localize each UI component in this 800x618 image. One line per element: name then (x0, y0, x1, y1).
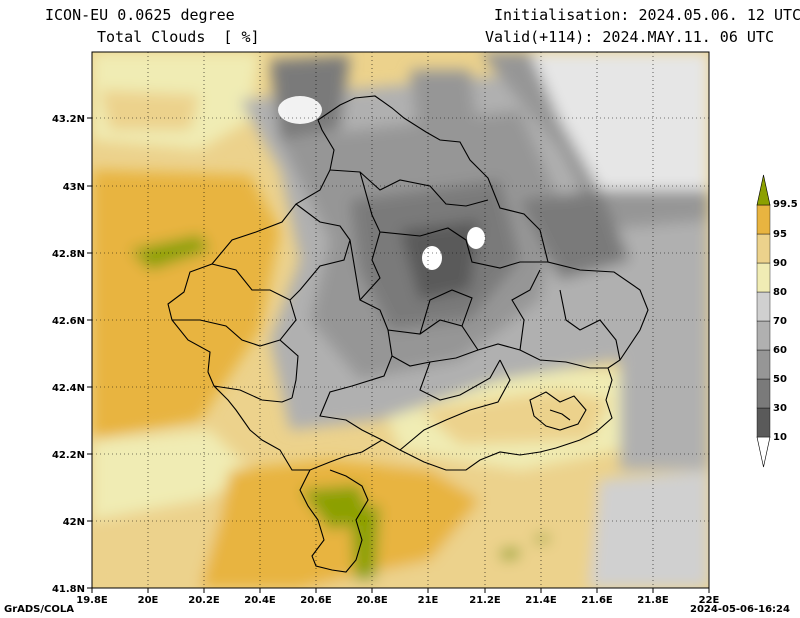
cloud-field (92, 52, 709, 588)
colorbar-label: 50 (773, 374, 787, 385)
x-tick-label: 22E (699, 595, 720, 606)
colorbar-segment (756, 349, 771, 380)
colorbar-label: 95 (773, 229, 787, 240)
border-lines (167, 95, 649, 573)
y-tick-label: 41.8N (52, 584, 85, 595)
colorbar-segment (756, 262, 771, 293)
colorbar-label: 10 (773, 432, 787, 443)
colorbar-segment (756, 407, 771, 438)
y-tick-label: 42.6N (52, 316, 85, 327)
colorbar-labels: 10 30 50 60 70 80 90 95 99.5 (773, 199, 798, 443)
x-tick-label: 20.6E (300, 595, 332, 606)
footer-right: 2024-05-06-16:24 (690, 604, 790, 615)
y-tick-label: 43N (63, 182, 85, 193)
x-tick-label: 20.4E (244, 595, 276, 606)
x-tick-label: 19.8E (76, 595, 108, 606)
colorbar-segment (756, 233, 771, 264)
x-tick-label: 21E (418, 595, 439, 606)
model-title: ICON-EU 0.0625 degree (45, 6, 235, 24)
colorbar-high-arrow (756, 174, 771, 206)
x-tick-label: 21.6E (581, 595, 613, 606)
colorbar-label: 30 (773, 403, 787, 414)
init-time: Initialisation: 2024.05.06. 12 UTC (494, 6, 800, 24)
colorbar-label: 80 (773, 287, 787, 298)
footer-left: GrADS/COLA (4, 604, 74, 615)
y-tick-label: 42.8N (52, 249, 85, 260)
colorbar-segment (756, 204, 771, 235)
y-tick-label: 43.2N (52, 114, 85, 125)
y-tick-label: 42.4N (52, 383, 85, 394)
x-tick-label: 21.4E (525, 595, 557, 606)
colorbar-label: 60 (773, 345, 787, 356)
valid-time: Valid(+114): 2024.MAY.11. 06 UTC (485, 28, 774, 46)
colorbar-label: 90 (773, 258, 787, 269)
x-tick-label: 21.8E (637, 595, 669, 606)
colorbar-segment (756, 320, 771, 351)
x-tick-label: 20.8E (356, 595, 388, 606)
grid (92, 52, 709, 588)
colorbar-low-arrow (756, 436, 771, 468)
colorbar-segment (756, 378, 771, 409)
colorbar-label: 99.5 (773, 199, 798, 210)
colorbar-segment (756, 291, 771, 322)
variable-title: Total Clouds [ %] (97, 28, 260, 46)
y-tick-label: 42.2N (52, 450, 85, 461)
x-tick-label: 20.2E (188, 595, 220, 606)
colorbar (756, 174, 771, 468)
y-tick-label: 42N (63, 517, 85, 528)
x-tick-label: 20E (138, 595, 159, 606)
colorbar-label: 70 (773, 316, 787, 327)
x-tick-label: 21.2E (469, 595, 501, 606)
